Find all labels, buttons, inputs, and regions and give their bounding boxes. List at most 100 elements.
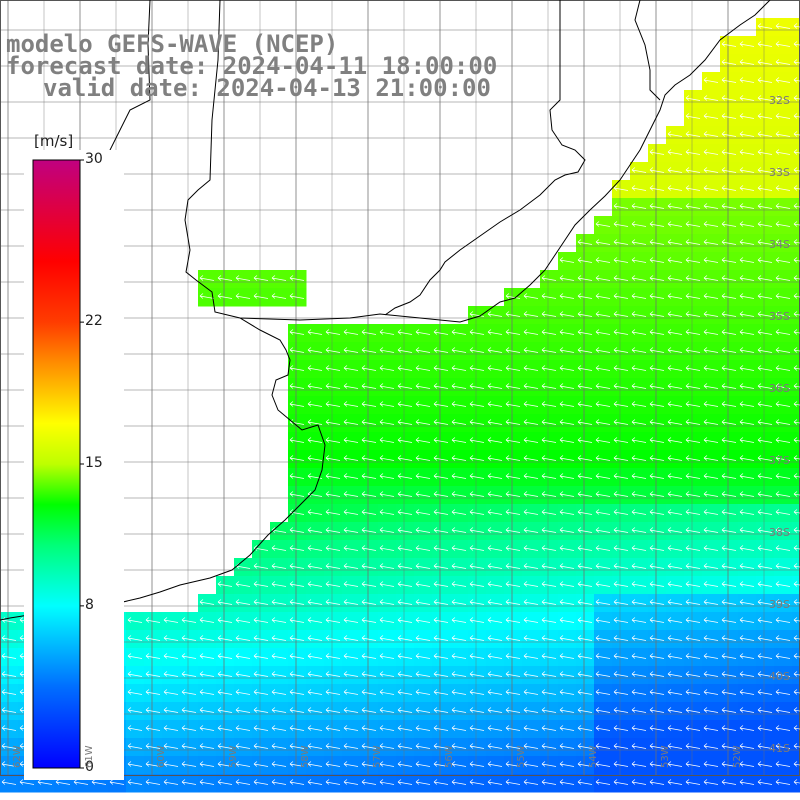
wind-arrow xyxy=(487,491,503,497)
wind-arrow xyxy=(793,41,800,47)
wind-arrow xyxy=(703,257,719,263)
wind-arrow xyxy=(739,293,755,299)
wind-arrow xyxy=(469,707,485,713)
wind-arrow xyxy=(703,743,719,749)
wind-arrow xyxy=(577,779,593,785)
wind-arrow xyxy=(595,347,611,353)
wind-arrow xyxy=(433,419,449,425)
wind-arrow xyxy=(649,365,665,371)
wind-arrow xyxy=(793,383,800,389)
wind-arrow xyxy=(343,599,359,605)
wind-arrow xyxy=(469,653,485,659)
wind-arrow xyxy=(307,707,323,713)
wind-arrow xyxy=(721,545,737,551)
wind-arrow xyxy=(523,671,539,677)
wind-arrow xyxy=(379,545,395,551)
wind-arrow xyxy=(541,509,557,515)
wind-arrow xyxy=(469,347,485,353)
wind-arrow xyxy=(217,743,233,749)
wind-arrow xyxy=(127,743,143,749)
wind-arrow xyxy=(721,149,737,155)
wind-arrow xyxy=(523,725,539,731)
wind-arrow xyxy=(325,725,341,731)
wind-arrow xyxy=(379,581,395,587)
wind-arrow xyxy=(595,491,611,497)
wind-arrow xyxy=(775,653,791,659)
wind-arrow xyxy=(559,635,575,641)
wind-arrow xyxy=(757,167,773,173)
wind-arrow xyxy=(523,383,539,389)
wind-arrow xyxy=(307,563,323,569)
wind-arrow xyxy=(523,563,539,569)
wind-arrow xyxy=(415,653,431,659)
wind-arrow xyxy=(433,383,449,389)
wind-arrow xyxy=(253,725,269,731)
wind-arrow xyxy=(649,617,665,623)
wind-arrow xyxy=(739,599,755,605)
longitude-label: 52W xyxy=(732,745,743,768)
wind-arrow xyxy=(541,347,557,353)
wind-arrow xyxy=(649,599,665,605)
wind-arrow xyxy=(217,617,233,623)
wind-arrow xyxy=(721,239,737,245)
wind-arrow xyxy=(505,491,521,497)
wind-arrow xyxy=(613,617,629,623)
wind-arrow xyxy=(613,257,629,263)
wind-arrow xyxy=(613,383,629,389)
wind-arrow xyxy=(307,329,323,335)
wind-arrow xyxy=(721,401,737,407)
wind-arrow xyxy=(451,365,467,371)
wind-arrow xyxy=(631,689,647,695)
wind-arrow xyxy=(379,455,395,461)
wind-arrow xyxy=(667,365,683,371)
wind-arrow xyxy=(721,95,737,101)
wind-arrow xyxy=(307,401,323,407)
wind-arrow xyxy=(361,617,377,623)
wind-arrow xyxy=(577,743,593,749)
wind-arrow xyxy=(703,149,719,155)
wind-arrow xyxy=(631,221,647,227)
wind-arrow xyxy=(397,761,413,767)
wind-arrow xyxy=(217,707,233,713)
wind-arrow xyxy=(541,437,557,443)
wind-arrow xyxy=(667,761,683,767)
wind-arrow xyxy=(523,545,539,551)
wind-arrow xyxy=(775,131,791,137)
wind-arrow xyxy=(307,725,323,731)
wind-arrow xyxy=(469,509,485,515)
wind-arrow xyxy=(523,581,539,587)
wind-arrow xyxy=(325,617,341,623)
wind-arrow xyxy=(343,743,359,749)
wind-arrow xyxy=(577,311,593,317)
wind-arrow xyxy=(505,473,521,479)
wind-arrow xyxy=(433,743,449,749)
wind-arrow xyxy=(721,743,737,749)
wind-arrow xyxy=(289,275,305,281)
wind-arrow xyxy=(649,167,665,173)
wind-arrow xyxy=(631,257,647,263)
wind-arrow xyxy=(793,185,800,191)
wind-arrow xyxy=(703,185,719,191)
wind-arrow xyxy=(523,653,539,659)
wind-arrow xyxy=(451,545,467,551)
wind-arrow xyxy=(595,437,611,443)
wind-arrow xyxy=(325,437,341,443)
wind-arrow xyxy=(667,545,683,551)
wind-arrow xyxy=(775,185,791,191)
wind-arrow xyxy=(703,383,719,389)
wind-arrow xyxy=(631,581,647,587)
wind-arrow xyxy=(145,671,161,677)
wind-arrow xyxy=(667,167,683,173)
wind-arrow xyxy=(721,617,737,623)
wind-arrow xyxy=(379,509,395,515)
wind-arrow xyxy=(739,653,755,659)
wind-arrow xyxy=(505,725,521,731)
wind-arrow xyxy=(505,707,521,713)
wind-arrow xyxy=(685,329,701,335)
wind-arrow xyxy=(739,59,755,65)
wind-arrow xyxy=(721,509,737,515)
wind-arrow xyxy=(685,311,701,317)
wind-arrow xyxy=(379,707,395,713)
wind-arrow xyxy=(631,671,647,677)
